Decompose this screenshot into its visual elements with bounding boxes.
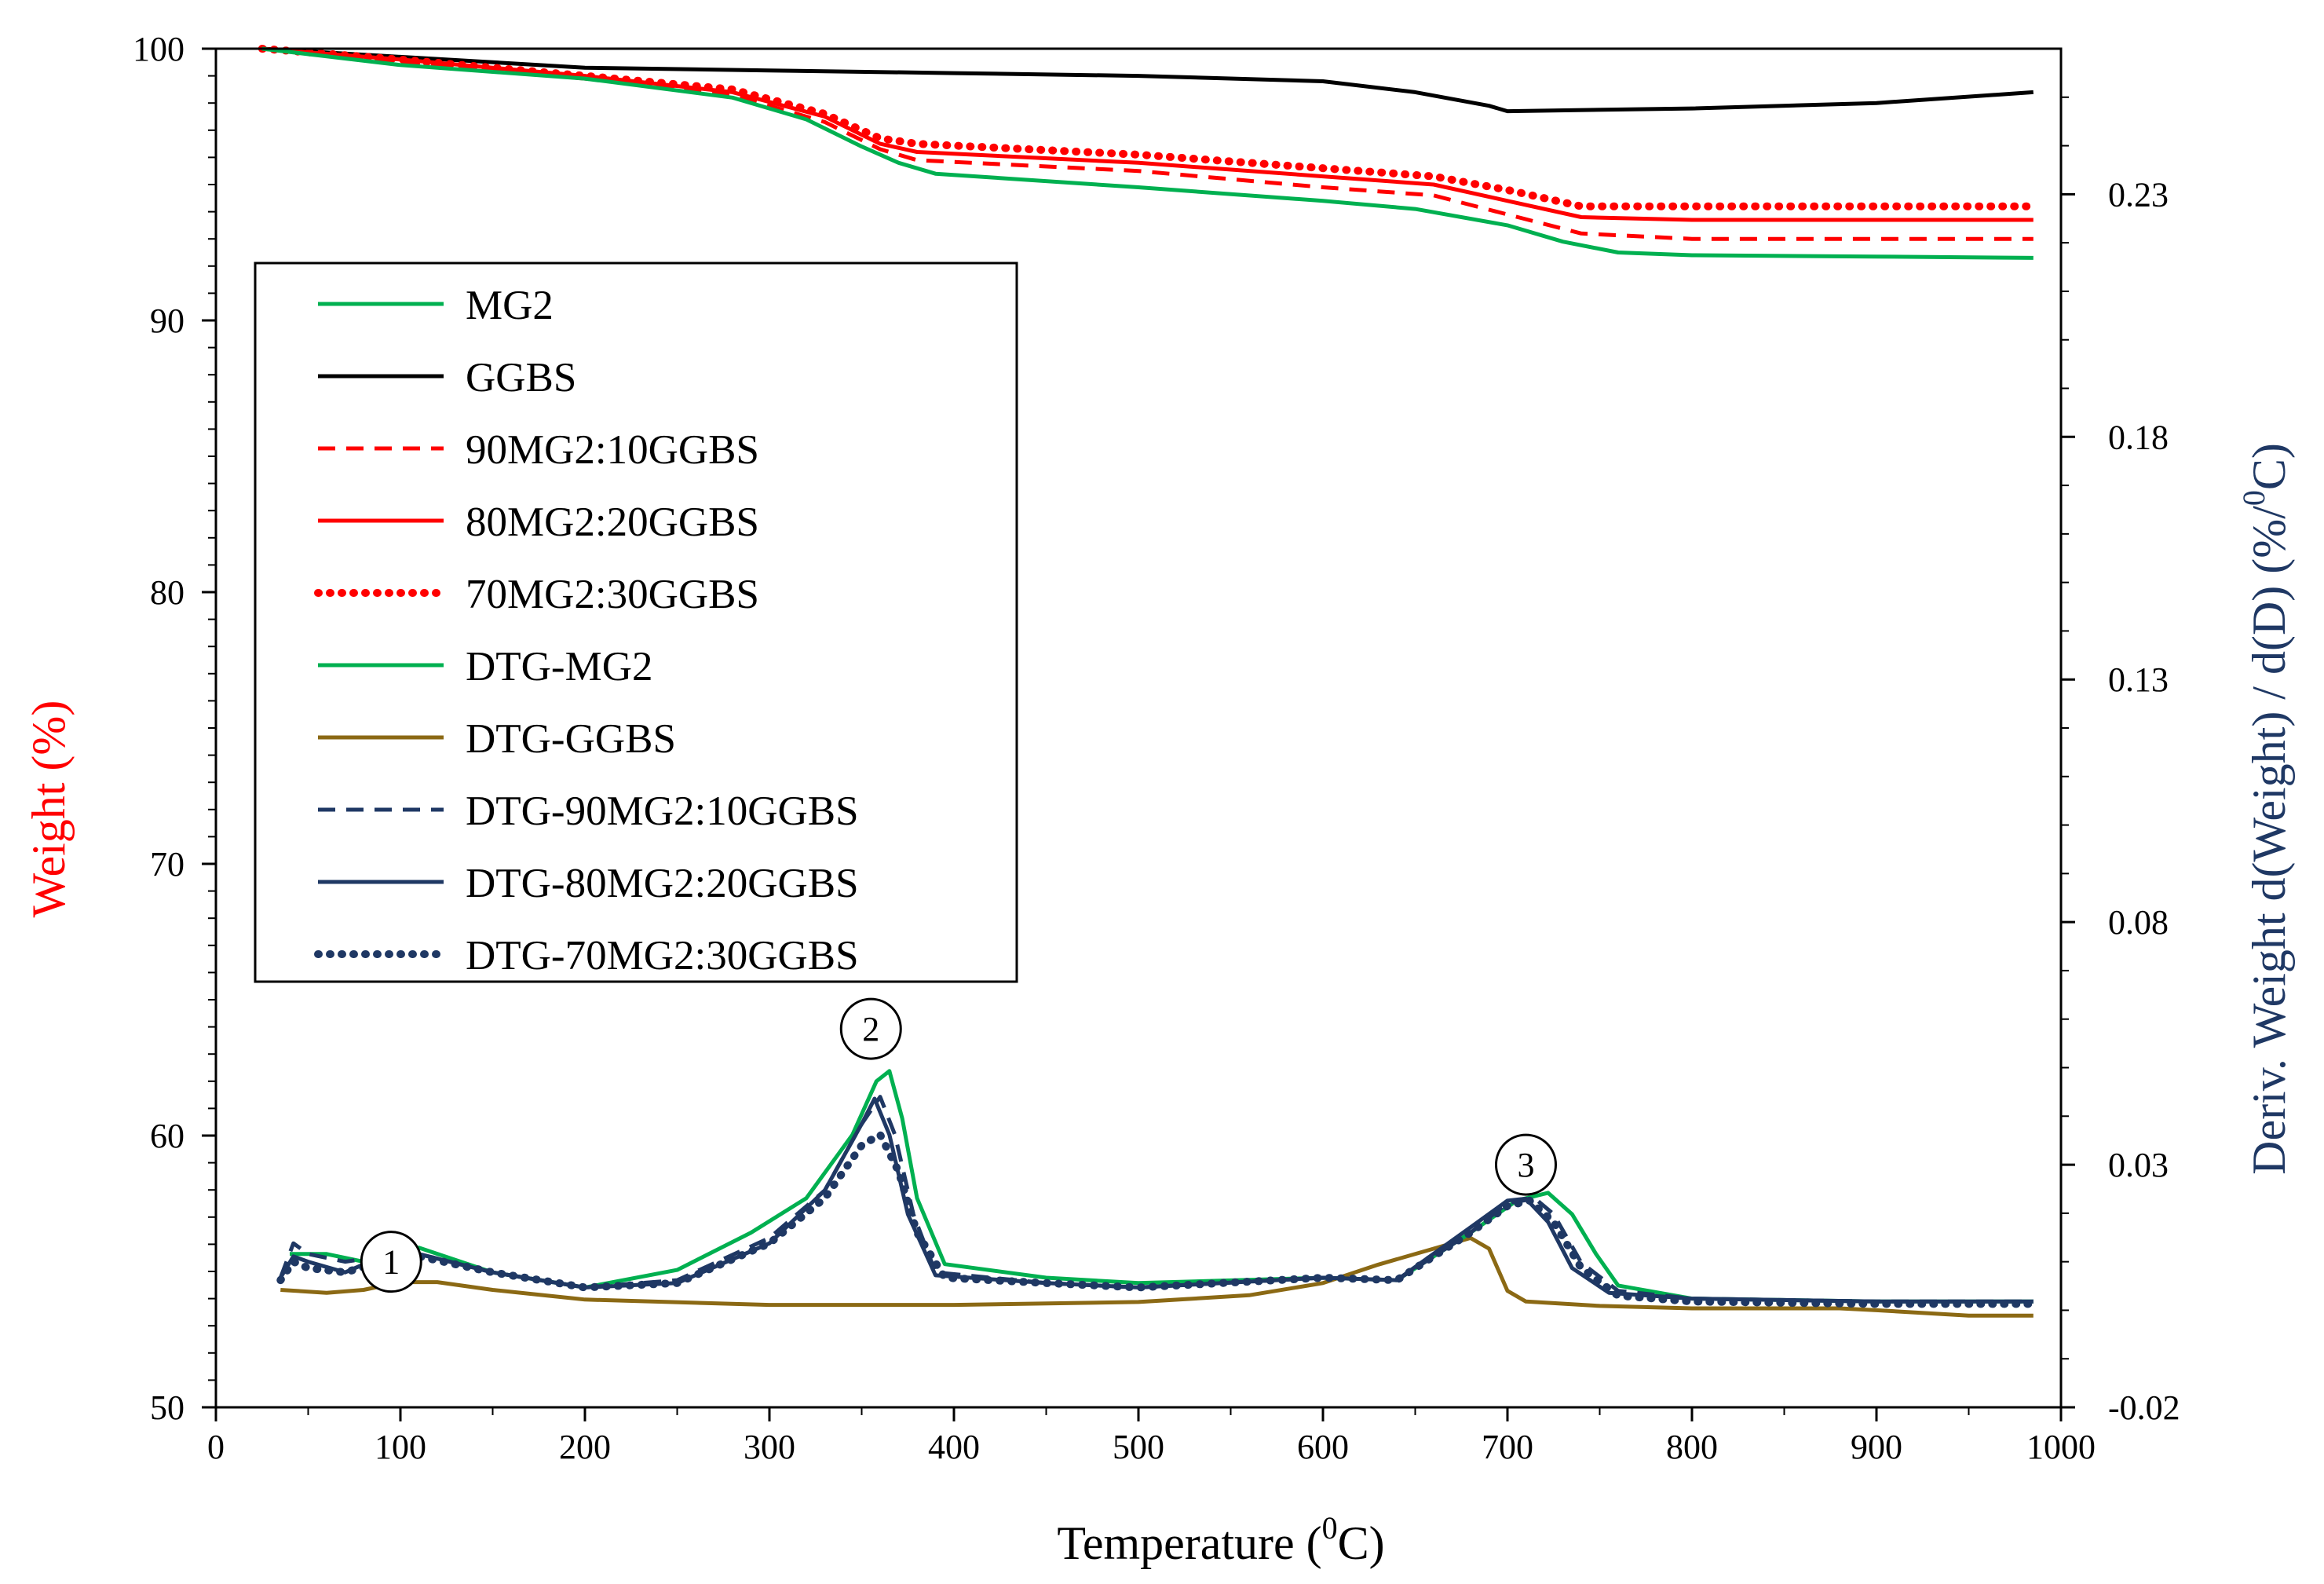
legend-box [254,262,1018,983]
series-line-mg2 [261,46,2034,260]
series-line-dtg-70mg2-30ggbs [276,1130,2037,1308]
peak-marker-label: 1 [382,1243,400,1282]
y-left-tick-label: 100 [133,30,185,68]
legend-label: 80MG2:20GGBS [466,499,759,545]
x-tick-label: 800 [1666,1428,1718,1466]
x-tick-label: 1000 [2026,1428,2096,1466]
x-tick-label: 500 [1113,1428,1164,1466]
series-line-dtg-90mg2-10ggbs [278,1095,2034,1304]
legend-label: DTG-70MG2:30GGBS [466,933,859,979]
legend-label: DTG-GGBS [466,716,676,762]
x-tick-label: 200 [559,1428,611,1466]
tick-labels: 0 100 200 300 400 500 600 700 800 900 1000 50 60 70 80… [133,30,2180,1466]
legend-label: GGBS [466,355,576,401]
y-left-tick-label: 50 [150,1388,185,1427]
y-left-tick-label: 70 [150,845,185,883]
x-axis-unit-tail: C) [1338,1517,1385,1569]
y-left-tick-label: 90 [150,302,185,340]
legend-label: MG2 [466,283,554,328]
tick-layer [202,47,2075,1421]
plot-frame [214,47,2063,1409]
y-right-axis-title: Deriv. Weight d(Weight) / d(D) (%/0C) [2236,443,2295,1175]
peak-marker-label: 2 [862,1010,879,1048]
x-axis-unit-superscript: 0 [1322,1510,1338,1546]
peak-marker-label: 3 [1518,1146,1535,1184]
x-axis-title: Temperature (0C) [1057,1510,1384,1569]
series-line-ggbs [261,46,2034,114]
series-line-dtg-mg2 [290,1069,2034,1304]
y-right-tick-label: -0.02 [2108,1388,2180,1427]
series-line-dtg-80mg2-20ggbs [279,1096,2034,1304]
y-right-tick-label: 0.03 [2108,1146,2169,1184]
legend: MG2 GGBS 90MG2:10GGBS 80MG2:20GGBS 70MG2:30G… [254,262,1018,983]
x-tick-label: 700 [1482,1428,1533,1466]
y-right-tick-label: 0.08 [2108,903,2169,942]
legend-label: DTG-80MG2:20GGBS [466,861,859,906]
y-right-axis-unit-superscript: 0 [2236,490,2271,506]
y-right-tick-label: 0.23 [2108,175,2169,214]
legend-label: DTG-90MG2:10GGBS [466,788,859,834]
series-line-70mg2-30ggbs [258,45,2037,210]
series-line-dtg-ggbs [280,1235,2034,1318]
x-tick-label: 300 [744,1428,795,1466]
y-left-tick-label: 80 [150,573,185,612]
legend-label: 70MG2:30GGBS [466,572,759,617]
x-tick-label: 400 [928,1428,980,1466]
x-tick-label: 0 [207,1428,225,1466]
y-right-tick-label: 0.18 [2108,418,2169,456]
legend-label: 90MG2:10GGBS [466,427,759,473]
legend-label: DTG-MG2 [466,644,652,690]
peak-marker-circle [1495,1133,1557,1196]
x-tick-label: 600 [1297,1428,1349,1466]
peak-marker-circle [360,1231,422,1293]
x-tick-label: 100 [375,1428,426,1466]
y-right-axis-title-label: Deriv. Weight d(Weight) / d(D) (%/ [2243,506,2295,1175]
y-left-tick-label: 60 [150,1117,185,1155]
peak-marker-circle [839,997,902,1060]
y-right-tick-label: 0.13 [2108,660,2169,699]
peak-annotations: 1 2 3 [360,997,1557,1293]
y-left-axis-title: Weight (%) [23,701,75,918]
x-tick-label: 900 [1851,1428,1902,1466]
x-axis-title-label: Temperature [1057,1517,1294,1569]
y-right-axis-unit-tail: C) [2243,443,2295,490]
